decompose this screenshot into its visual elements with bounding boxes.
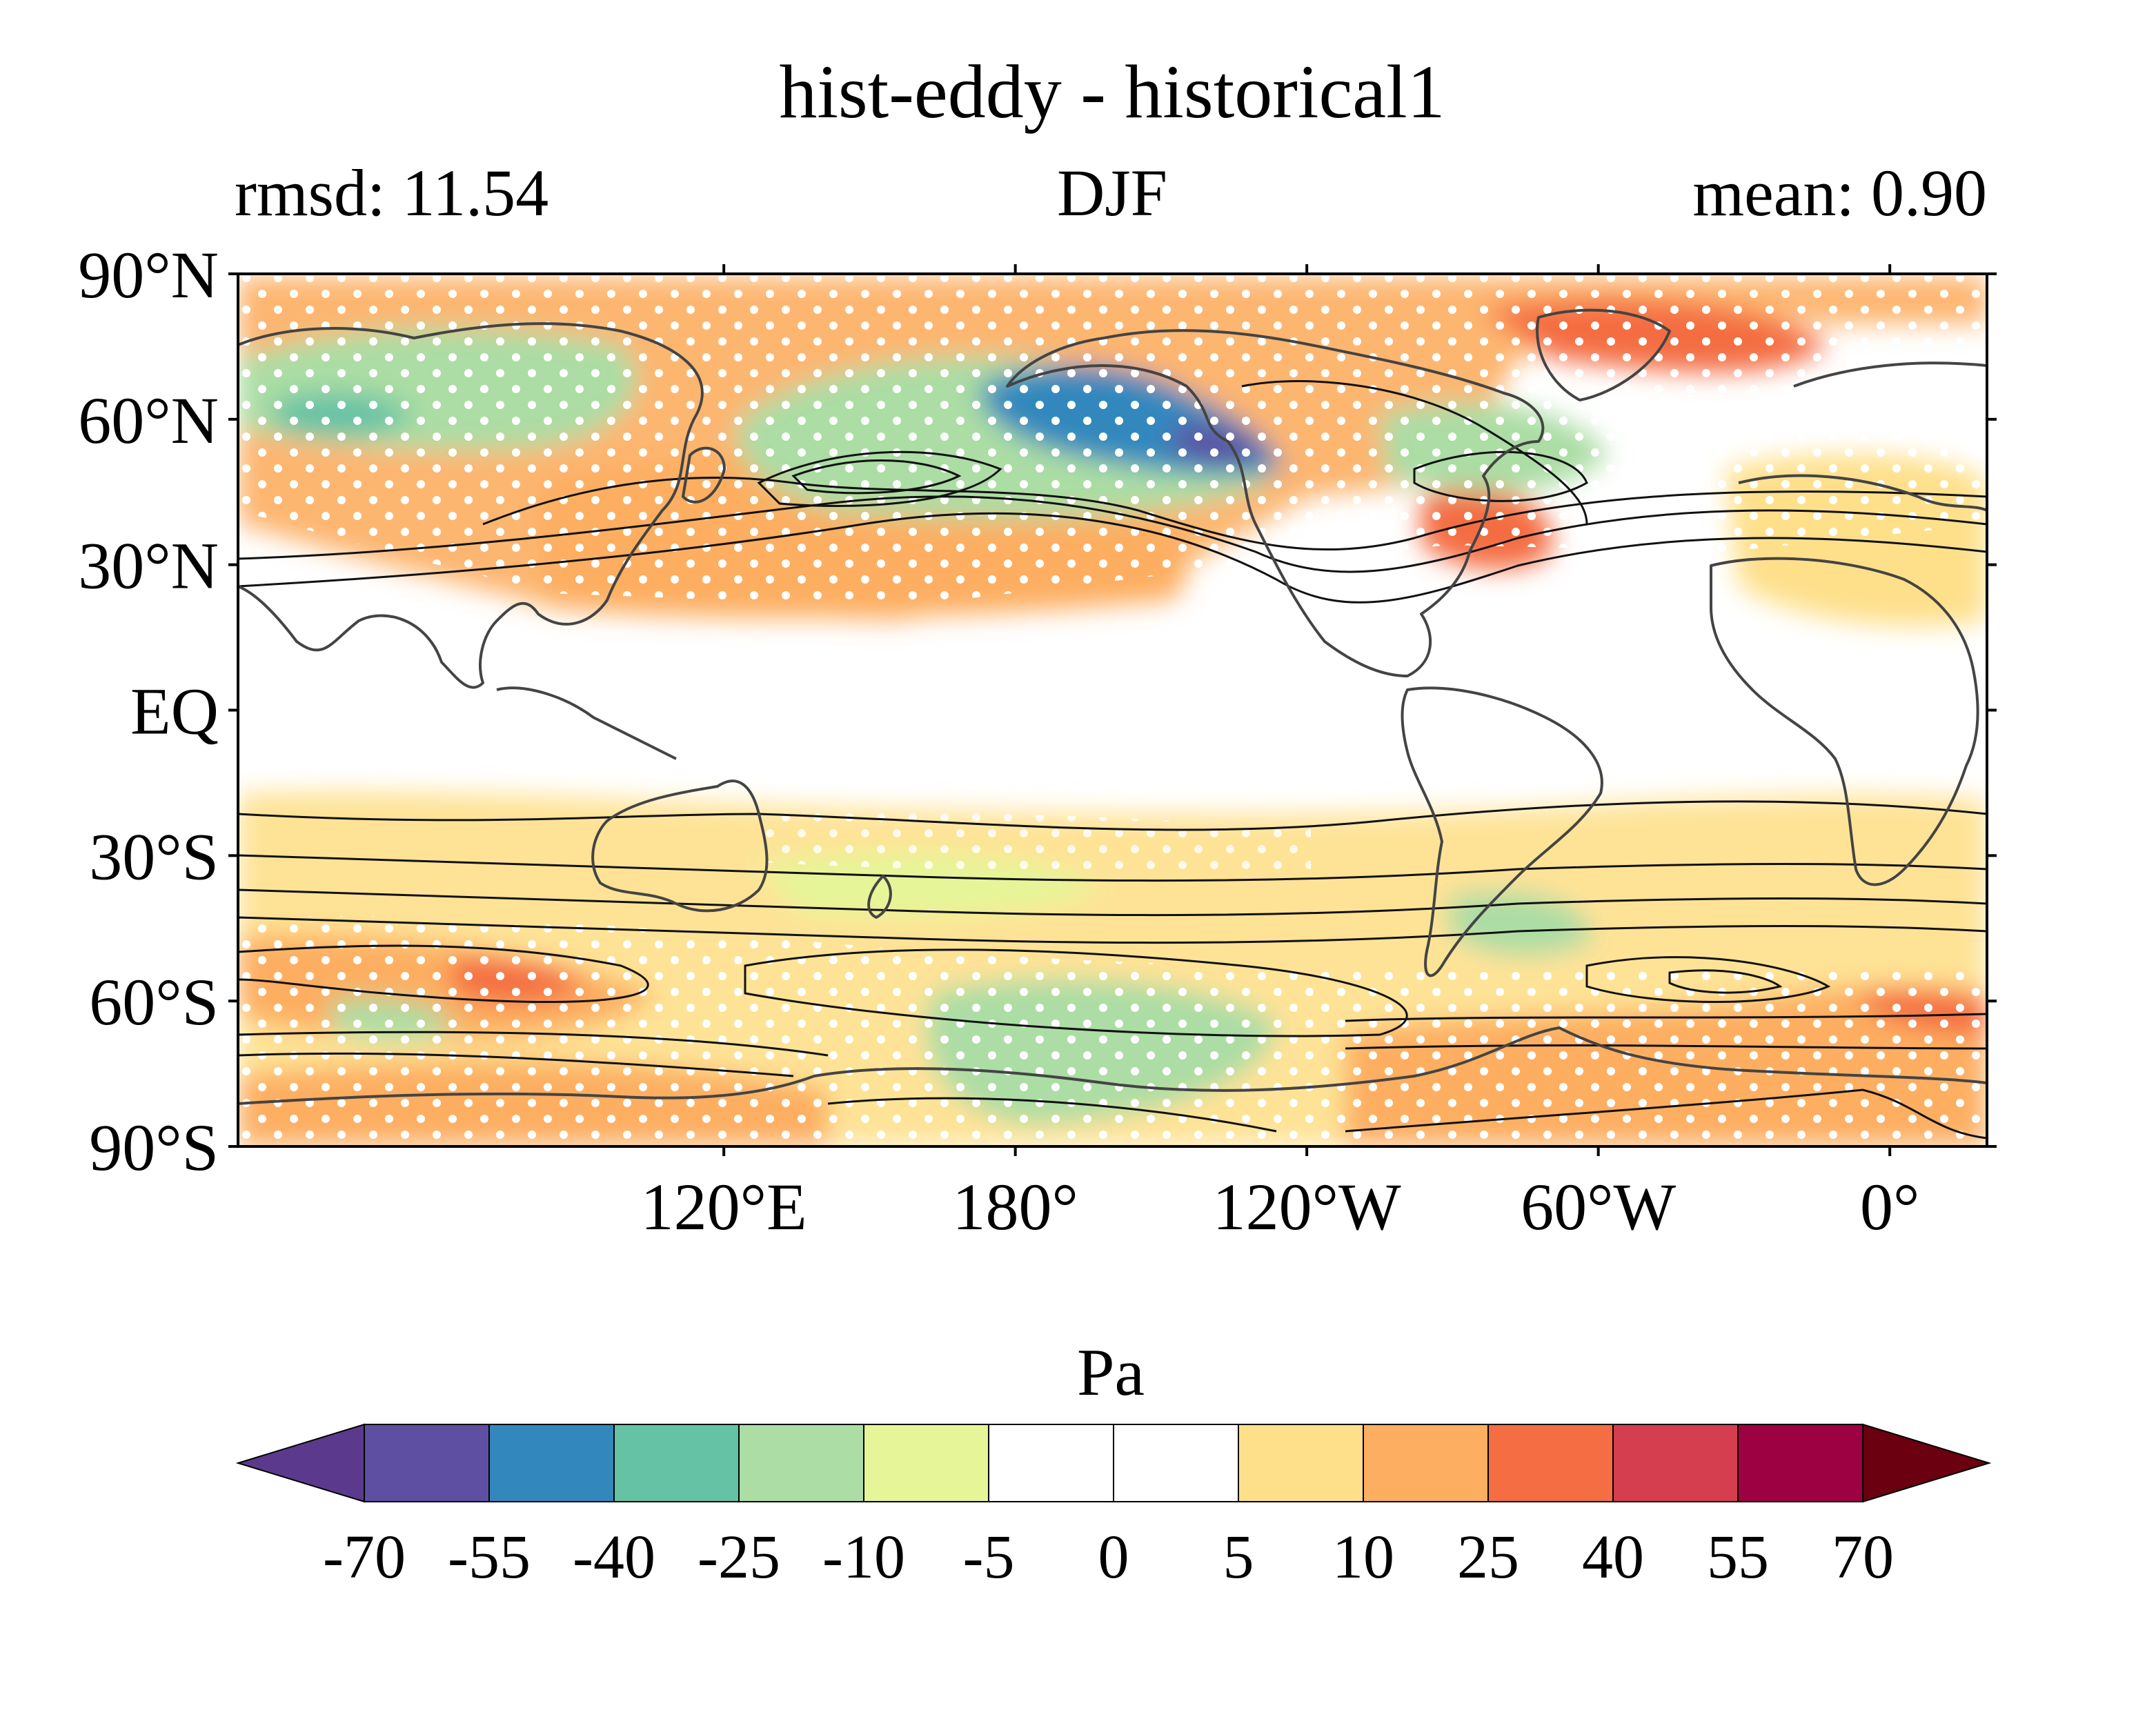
colorbar-tick-label: -25	[698, 1523, 780, 1591]
colorbar-box	[1487, 1424, 1614, 1502]
colorbar-tick-label: 55	[1707, 1523, 1769, 1591]
subtitle-center: DJF	[1057, 156, 1167, 230]
lat-tick-label: 90°S	[89, 1111, 219, 1184]
coastline-australia	[591, 779, 769, 913]
coastline-greenland	[1536, 308, 1671, 401]
colorbar-box	[1363, 1424, 1489, 1502]
colorbar-tick-label: -55	[448, 1523, 531, 1591]
coastline-japan	[682, 446, 726, 504]
lat-axis: 90°N 60°N 30°N EQ 30°S 60°S 90°S	[78, 238, 1997, 1184]
coastline-asia	[238, 322, 704, 689]
lon-axis: 120°E 180° 120°W 60°W 0°	[641, 264, 1919, 1244]
lon-tick-label: 180°	[952, 1170, 1078, 1244]
stippling-nh	[238, 276, 1987, 607]
colorbar-tick-label: 40	[1582, 1523, 1644, 1591]
colorbar-under-triangle	[235, 1423, 365, 1503]
colorbar-over-triangle	[1862, 1423, 1992, 1503]
colorbar-box	[364, 1424, 490, 1502]
colorbar-box	[488, 1424, 615, 1502]
coastline-south-america	[1401, 686, 1603, 977]
colorbar-boxes	[235, 1423, 1992, 1503]
lat-tick-label: 60°N	[78, 384, 219, 457]
coastline-africa	[1710, 557, 1979, 886]
colorbar-box	[1113, 1424, 1239, 1502]
colorbar-tick-label: -70	[323, 1523, 406, 1591]
plot-title: hist-eddy - historical1	[779, 50, 1445, 134]
stippling-sh-midlat	[759, 812, 1311, 876]
colorbar-box	[1612, 1424, 1739, 1502]
colorbar-box	[1737, 1424, 1863, 1502]
colorbar-box	[1238, 1424, 1364, 1502]
subtitle-left: rmsd: 11.54	[235, 156, 548, 230]
colorbar: Pa -70 -55 -40 -25 -10 -5 0 5 10 25 40 55 70	[235, 1335, 1992, 1591]
lat-tick-label: 60°S	[89, 965, 219, 1039]
anomaly-field	[238, 276, 1987, 1146]
colorbar-tick-label: 10	[1332, 1523, 1394, 1591]
lat-tick-label: EQ	[130, 675, 219, 748]
colorbar-tick-label: 0	[1098, 1523, 1129, 1591]
lon-tick-label: 0°	[1860, 1170, 1919, 1244]
coastlines	[238, 308, 1987, 1105]
colorbar-tick-label: -10	[822, 1523, 905, 1591]
lat-tick-label: 30°S	[89, 819, 219, 893]
colorbar-tick-labels: -70 -55 -40 -25 -10 -5 0 5 10 25 40 55 70	[323, 1523, 1894, 1591]
coastline-europe	[1738, 361, 1987, 512]
lat-tick-label: 30°N	[78, 529, 219, 603]
colorbar-tick-label: 70	[1832, 1523, 1894, 1591]
lon-tick-label: 60°W	[1521, 1170, 1676, 1244]
coastline-north-america	[1006, 329, 1545, 677]
coastline-antarctica	[238, 1026, 1987, 1105]
colorbar-tick-label: 25	[1457, 1523, 1519, 1591]
colorbar-box	[863, 1424, 989, 1502]
colorbar-box	[988, 1424, 1114, 1502]
anomaly-patagonia-negative	[1449, 891, 1594, 956]
colorbar-tick-label: 5	[1223, 1523, 1254, 1591]
subtitle-right: mean: 0.90	[1692, 156, 1987, 230]
coastline-new-zealand	[867, 875, 892, 919]
lon-tick-label: 120°E	[641, 1170, 807, 1244]
colorbar-label: Pa	[1077, 1335, 1145, 1410]
coastline-maritime	[496, 686, 677, 760]
lon-tick-label: 120°W	[1213, 1170, 1401, 1244]
lat-tick-label: 90°N	[78, 238, 219, 312]
colorbar-tick-label: -5	[963, 1523, 1015, 1591]
climatology-contours	[238, 380, 1987, 1140]
colorbar-box	[613, 1424, 740, 1502]
colorbar-box	[738, 1424, 864, 1502]
colorbar-tick-label: -40	[573, 1523, 655, 1591]
